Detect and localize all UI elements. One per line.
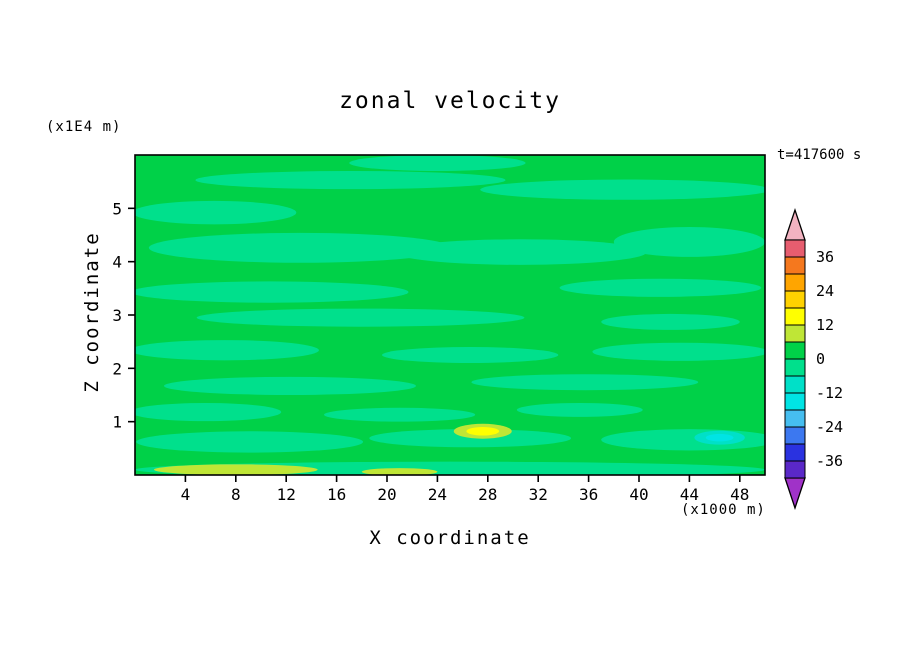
contour-blob xyxy=(613,227,765,257)
colorbar-band xyxy=(784,392,806,411)
contour-blob xyxy=(148,232,452,263)
x-tick-label: 32 xyxy=(529,485,548,504)
contour-blob xyxy=(559,278,762,297)
x-axis-label: X coordinate xyxy=(369,527,531,549)
colorbar-band xyxy=(784,307,806,326)
contour-blob xyxy=(135,281,409,303)
z-axis-ticks: 1 2 3 4 5 xyxy=(112,199,135,432)
colorbar-band xyxy=(784,273,806,292)
x-axis-unit-label: (x1000 m) xyxy=(681,502,766,518)
colorbar-band xyxy=(784,375,806,394)
contour-blob xyxy=(135,200,297,225)
contour-blob xyxy=(369,429,571,448)
contour-blob xyxy=(349,155,526,171)
colorbar-tick-label: 36 xyxy=(816,248,834,266)
contour-blob xyxy=(601,429,765,451)
colorbar-band xyxy=(784,324,806,343)
x-tick-label: 4 xyxy=(181,485,191,504)
colorbar-band xyxy=(784,443,806,462)
colorbar-tick-label: 12 xyxy=(816,316,834,334)
contour-blob xyxy=(195,171,506,190)
z-tick-label: 2 xyxy=(112,359,122,378)
contour-blob xyxy=(135,340,319,361)
contour-blob xyxy=(466,427,500,436)
z-axis-label: Z coordinate xyxy=(81,231,103,393)
contour-blob xyxy=(601,313,740,330)
colorbar-tick-label: 0 xyxy=(816,350,825,368)
colorbar: 36 24 12 0 -12 -24 -36 xyxy=(784,207,843,511)
colorbar-band xyxy=(784,426,806,445)
colorbar-band xyxy=(784,256,806,275)
contour-blob xyxy=(471,374,699,391)
contour-blob xyxy=(516,403,643,417)
x-tick-label: 12 xyxy=(277,485,296,504)
colorbar-arrow-down xyxy=(784,477,806,511)
colorbar-tick-label: 24 xyxy=(816,282,834,300)
z-tick-label: 4 xyxy=(112,253,122,272)
x-tick-label: 24 xyxy=(428,485,447,504)
contour-blob xyxy=(153,464,318,475)
colorbar-arrow-up xyxy=(784,207,806,241)
contour-blob xyxy=(163,376,416,395)
colorbar-band xyxy=(784,290,806,309)
contour-blob xyxy=(705,433,734,442)
x-tick-label: 28 xyxy=(478,485,497,504)
contour-field xyxy=(135,155,765,475)
x-tick-label: 16 xyxy=(327,485,346,504)
contour-blob xyxy=(135,403,282,422)
z-tick-label: 1 xyxy=(112,413,122,432)
contour-blob xyxy=(394,239,647,265)
contour-blob xyxy=(324,407,476,422)
x-axis-ticks: 4 8 12 16 20 24 28 32 36 40 44 48 xyxy=(181,475,749,504)
x-tick-label: 36 xyxy=(579,485,598,504)
colorbar-band xyxy=(784,409,806,428)
x-tick-label: 48 xyxy=(730,485,749,504)
contour-blob xyxy=(381,347,559,363)
colorbar-tick-label: -36 xyxy=(816,452,843,470)
time-label: t=417600 s xyxy=(777,147,862,163)
z-tick-label: 3 xyxy=(112,306,122,325)
x-tick-label: 8 xyxy=(231,485,241,504)
colorbar-band xyxy=(784,460,806,479)
colorbar-band xyxy=(784,341,806,360)
colorbar-tick-label: -24 xyxy=(816,418,843,436)
colorbar-tick-label: -12 xyxy=(816,384,843,402)
colorbar-band xyxy=(784,358,806,377)
x-tick-label: 40 xyxy=(629,485,648,504)
x-tick-label: 20 xyxy=(377,485,396,504)
contour-blob xyxy=(196,308,525,327)
plot-title: zonal velocity xyxy=(339,88,561,114)
contour-blob xyxy=(592,342,765,361)
z-tick-label: 5 xyxy=(112,199,122,218)
x-tick-label: 44 xyxy=(680,485,699,504)
y-axis-unit-label: (x1E4 m) xyxy=(46,119,122,135)
contour-blob xyxy=(361,468,438,475)
colorbar-band xyxy=(784,239,806,258)
contour-blob xyxy=(136,431,364,453)
contour-blob xyxy=(480,179,765,200)
